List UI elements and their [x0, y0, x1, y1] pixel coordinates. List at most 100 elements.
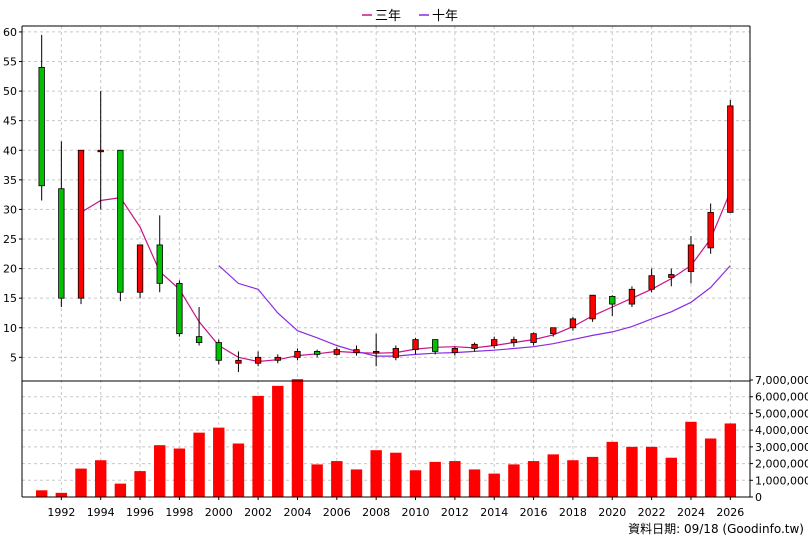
candle-body-2025	[707, 211, 714, 249]
candle-body-2015	[510, 339, 518, 343]
candle-body-1991	[38, 67, 45, 187]
volume-tick-label-4: 4,000,000	[755, 424, 808, 437]
volume-tick-label-5: 5,000,000	[755, 407, 808, 420]
x-tick-label-1992: 1992	[47, 506, 75, 519]
candle-body-2004	[294, 351, 301, 358]
volume-bar-1995	[114, 483, 127, 497]
volume-bar-2006	[331, 461, 343, 497]
price-tick-label-35: 35	[3, 174, 17, 187]
x-tick-label-1996: 1996	[126, 506, 154, 519]
price-tick-label-5: 5	[10, 351, 17, 364]
volume-bar-1992	[55, 492, 68, 497]
candle-body-2020	[609, 295, 616, 305]
candle-body-2024	[687, 244, 695, 272]
volume-bar-2007	[350, 469, 363, 497]
volume-bar-2018	[567, 460, 579, 497]
candle-body-2026	[727, 105, 734, 213]
volume-bar-1998	[173, 448, 186, 497]
data-date-footer: 資料日期: 09/18 (Goodinfo.tw)	[628, 522, 804, 536]
candle-body-2012	[451, 348, 459, 354]
volume-bar-1991	[35, 490, 48, 497]
legend-label-0: 三年	[375, 9, 401, 24]
price-axis-ticks: 5 10 15 20 25 30 35 40 45 50 55 60	[3, 26, 22, 364]
price-tick-label-60: 60	[3, 26, 17, 39]
volume-bar-2022	[645, 446, 658, 497]
x-tick-label-2018: 2018	[559, 506, 587, 519]
volume-bar-2005	[311, 464, 323, 497]
volume-bar-2003	[272, 385, 284, 497]
volume-bar-2025	[704, 438, 717, 497]
volume-bar-2021	[626, 446, 638, 497]
volume-tick-label-7: 7,000,000	[755, 374, 808, 387]
price-tick-label-30: 30	[3, 203, 17, 216]
candle-body-2003	[274, 356, 281, 361]
candle-body-1995	[117, 149, 124, 293]
candlesticks	[38, 34, 734, 373]
x-tick-label-2010: 2010	[402, 506, 430, 519]
candle-body-1999	[195, 336, 203, 343]
volume-bar-1999	[193, 432, 205, 497]
price-tick-label-55: 55	[3, 56, 17, 69]
volume-bar-1996	[134, 471, 146, 497]
candle-body-2008	[373, 351, 380, 354]
volume-bar-2019	[586, 456, 599, 497]
candle-body-1997	[156, 244, 163, 284]
volume-bar-2011	[429, 461, 441, 497]
volume-bar-2004	[291, 379, 304, 497]
volume-bar-2013	[468, 469, 481, 497]
price-tick-label-10: 10	[3, 322, 17, 335]
volume-tick-label-0: 0	[755, 491, 762, 504]
x-tick-label-2014: 2014	[480, 506, 508, 519]
x-tick-label-2022: 2022	[638, 506, 666, 519]
candle-body-2014	[491, 339, 498, 346]
candle-body-2017	[550, 327, 557, 335]
candle-body-2009	[392, 348, 399, 358]
volume-bar-2009	[390, 452, 402, 497]
candle-body-2002	[254, 356, 262, 364]
x-tick-label-2020: 2020	[598, 506, 626, 519]
candle-body-2006	[333, 349, 340, 355]
volume-tick-label-1: 1,000,000	[755, 474, 808, 487]
x-tick-label-1998: 1998	[165, 506, 193, 519]
candle-body-2016	[530, 333, 537, 343]
candle-body-1998	[176, 282, 183, 335]
candle-body-1996	[136, 244, 144, 293]
plot-frame	[21, 25, 751, 498]
x-tick-label-2006: 2006	[323, 506, 351, 519]
price-tick-label-50: 50	[3, 85, 17, 98]
candle-body-2013	[471, 343, 478, 349]
volume-bar-2023	[665, 457, 678, 497]
volume-bar-2024	[685, 421, 697, 497]
price-tick-label-45: 45	[3, 115, 17, 128]
volume-tick-label-2: 2,000,000	[755, 458, 808, 471]
volume-bar-1993	[75, 468, 87, 497]
candle-body-2021	[628, 288, 636, 305]
x-tick-label-2000: 2000	[205, 506, 233, 519]
volume-bars	[35, 379, 737, 497]
legend-label-1: 十年	[432, 9, 458, 24]
candle-body-2007	[353, 349, 360, 353]
volume-bar-2015	[508, 464, 520, 497]
x-tick-label-2004: 2004	[283, 506, 311, 519]
candle-body-1994	[97, 149, 104, 153]
candle-body-1992	[58, 188, 65, 299]
x-tick-label-2002: 2002	[244, 506, 272, 519]
candle-body-2000	[215, 342, 222, 361]
x-tick-label-2024: 2024	[677, 506, 705, 519]
price-tick-label-40: 40	[3, 144, 17, 157]
volume-bar-2008	[370, 450, 382, 497]
candle-body-2022	[648, 275, 655, 290]
candle-body-2018	[569, 318, 577, 329]
legend: 三年 十年	[362, 9, 458, 24]
x-tick-label-1994: 1994	[87, 506, 115, 519]
volume-bar-2020	[606, 441, 618, 497]
candle-body-1993	[77, 149, 85, 299]
ma-line-0	[80, 191, 731, 363]
x-tick-label-2016: 2016	[520, 506, 548, 519]
candle-body-2011	[432, 339, 439, 352]
volume-tick-label-3: 3,000,000	[755, 441, 808, 454]
grid	[22, 26, 750, 497]
candle-body-2023	[668, 274, 675, 278]
candle-body-2005	[313, 351, 321, 355]
